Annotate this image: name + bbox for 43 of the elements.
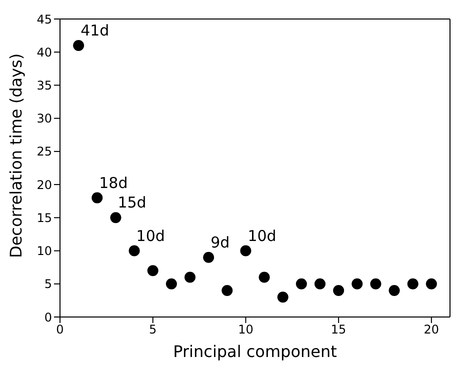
- point: [184, 272, 196, 283]
- y-tick-label: 15: [36, 210, 52, 225]
- annotation: 15d: [118, 194, 146, 212]
- point: [73, 40, 84, 51]
- point: [222, 285, 233, 296]
- y-tick-label: 30: [36, 112, 52, 126]
- x-tick-label: 0: [56, 322, 64, 337]
- y-axis-title: Decorrelation time (days): [6, 53, 26, 258]
- point: [128, 245, 140, 256]
- point: [203, 252, 214, 263]
- point: [333, 285, 344, 296]
- point: [110, 212, 122, 224]
- x-tick-label: 15: [330, 322, 346, 337]
- point: [314, 278, 326, 290]
- annotation: 10d: [136, 226, 165, 245]
- y-tick-label: 40: [36, 45, 52, 60]
- x-tick-label: 5: [149, 322, 157, 337]
- point: [240, 245, 252, 256]
- annotation: 18d: [99, 174, 128, 192]
- point: [370, 278, 382, 290]
- y-tick-label: 0: [44, 310, 52, 324]
- point: [426, 278, 437, 290]
- point: [388, 285, 400, 296]
- x-tick-label: 20: [424, 322, 440, 337]
- annotation: 41d: [80, 21, 110, 40]
- point: [166, 278, 177, 290]
- x-axis-title: Principal component: [173, 342, 337, 361]
- point: [296, 278, 307, 290]
- annotation: 9d: [210, 233, 230, 252]
- point: [277, 292, 288, 303]
- point: [92, 192, 103, 204]
- point: [352, 278, 363, 290]
- y-tick-label: 5: [44, 277, 52, 292]
- point: [258, 272, 270, 283]
- annotation: 10d: [248, 226, 276, 245]
- point: [147, 265, 158, 276]
- point: [407, 278, 418, 290]
- x-tick-label: 10: [238, 322, 254, 337]
- y-tick-label: 35: [36, 78, 52, 92]
- y-tick-label: 45: [36, 12, 52, 26]
- y-tick-label: 20: [36, 178, 52, 192]
- y-tick-label: 10: [36, 244, 52, 258]
- y-tick-label: 25: [36, 144, 52, 159]
